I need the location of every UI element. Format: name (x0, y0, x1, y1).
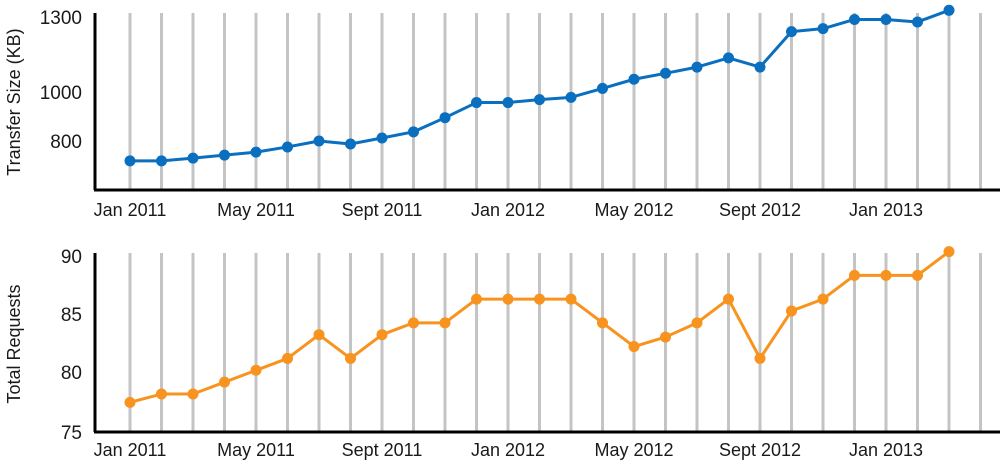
x-tick-label: Sept 2012 (719, 440, 801, 460)
data-point (471, 97, 482, 109)
y-tick-label: 800 (50, 132, 82, 153)
data-point (754, 61, 766, 73)
x-tick-label: Jan 2011 (94, 200, 167, 220)
data-point (439, 317, 451, 329)
data-point (849, 269, 860, 281)
y-axis-label-transfer-size: Transfer Size (KB) (4, 28, 24, 175)
y-tick-label: 80 (61, 363, 82, 384)
y-axis-label-total-requests: Total Requests (4, 284, 24, 403)
data-point (313, 135, 325, 147)
data-point (660, 331, 671, 343)
data-point (565, 293, 577, 305)
data-point (471, 293, 482, 305)
data-point (313, 329, 325, 341)
data-point (502, 293, 514, 305)
data-point (219, 149, 230, 161)
data-point (943, 246, 955, 258)
data-point (282, 352, 293, 364)
y-axis-ticks: 90 85 80 75 (61, 247, 82, 444)
data-point (187, 152, 199, 164)
x-axis-ticks: Jan 2011 May 2011 Sept 2011 Jan 2012 May 201… (94, 200, 923, 220)
data-point (565, 91, 577, 103)
data-point (345, 138, 356, 150)
x-tick-label: Jan 2011 (94, 440, 167, 460)
y-tick-label: 1300 (40, 8, 82, 29)
data-point (723, 52, 734, 64)
data-point (912, 269, 923, 281)
data-point (880, 13, 892, 25)
x-tick-label: Sept 2011 (342, 440, 423, 460)
data-point (376, 329, 388, 341)
data-point (502, 97, 514, 109)
data-point (628, 73, 640, 85)
data-point (156, 388, 167, 400)
x-tick-label: Jan 2013 (849, 200, 923, 220)
data-point (408, 126, 419, 138)
data-point (817, 23, 829, 35)
data-point (691, 317, 703, 329)
y-tick-label: 1000 (40, 83, 82, 104)
data-point (849, 13, 860, 25)
data-point (439, 112, 451, 124)
y-axis-ticks: 1300 1000 800 (40, 8, 82, 153)
data-point (124, 155, 136, 167)
x-tick-label: Sept 2011 (342, 200, 423, 220)
data-point (187, 388, 199, 400)
x-tick-label: May 2011 (217, 200, 295, 220)
data-point (880, 269, 892, 281)
data-point (817, 293, 829, 305)
x-axis-ticks: Jan 2011 May 2011 Sept 2011 Jan 2012 May 201… (94, 440, 923, 460)
x-tick-label: Sept 2012 (719, 200, 801, 220)
x-tick-label: Jan 2013 (849, 440, 923, 460)
data-point (534, 94, 545, 106)
vertical-gridlines (128, 13, 982, 189)
data-point (786, 26, 797, 38)
total-requests-chart: Total Requests 90 85 80 75 Jan 2011 May 2011… (4, 246, 1000, 460)
data-point (156, 155, 167, 167)
y-tick-label: 75 (61, 423, 82, 444)
data-point (250, 364, 262, 376)
transfer-size-chart: Transfer Size (KB) 1300 1000 800 Jan 2011 M… (4, 4, 1000, 220)
data-point (534, 293, 545, 305)
transfer-size-points (124, 4, 955, 167)
data-point (124, 396, 136, 408)
data-point (786, 305, 797, 317)
data-point (628, 341, 640, 353)
data-point (660, 67, 671, 79)
data-point (376, 132, 388, 144)
x-tick-label: May 2012 (594, 440, 673, 460)
data-point (345, 352, 356, 364)
data-point (691, 61, 703, 73)
data-point (597, 317, 608, 329)
data-point (597, 82, 608, 94)
data-point (250, 146, 262, 158)
data-point (219, 376, 230, 388)
data-point (282, 141, 293, 153)
x-tick-label: Jan 2012 (471, 440, 545, 460)
x-tick-label: Jan 2012 (471, 200, 545, 220)
x-tick-label: May 2012 (594, 200, 673, 220)
x-tick-label: May 2011 (217, 440, 295, 460)
total-requests-points (124, 246, 955, 408)
data-point (408, 317, 419, 329)
data-point (912, 16, 923, 28)
data-point (754, 352, 766, 364)
data-point (943, 4, 955, 16)
data-point (723, 293, 734, 305)
y-tick-label: 85 (61, 305, 82, 326)
y-tick-label: 90 (61, 247, 82, 268)
